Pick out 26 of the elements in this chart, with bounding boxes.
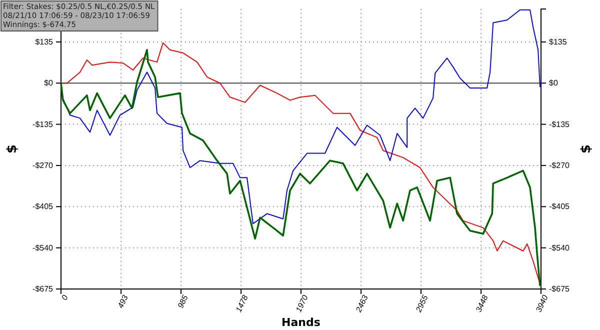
y-tick-label: -$135 xyxy=(32,120,54,129)
x-tick-label: 985 xyxy=(176,293,190,310)
y-tick-label: $0 xyxy=(44,78,54,88)
y2-tick-label: -$675 xyxy=(549,284,570,294)
y2-tick-label: $0 xyxy=(549,78,558,88)
y-tick-label: -$540 xyxy=(32,243,54,252)
y-tick-label: $135 xyxy=(35,38,54,46)
x-tick-label: 2955 xyxy=(414,293,430,315)
y2-tick-label: -$405 xyxy=(549,202,570,212)
y-axis-title: $ xyxy=(5,144,20,154)
y2-tick-label: -$540 xyxy=(549,243,570,252)
y-tick-label: -$405 xyxy=(32,202,54,212)
x-tick-label: 3448 xyxy=(474,293,490,314)
x-tick-label: 0 xyxy=(60,293,70,302)
x-tick-label: 2463 xyxy=(354,293,370,315)
y2-tick-label: -$270 xyxy=(549,161,570,170)
y-tick-label: -$675 xyxy=(32,284,54,294)
x-tick-label: 1970 xyxy=(294,293,310,314)
y2-tick-label: $135 xyxy=(549,38,568,46)
y-tick-label: -$270 xyxy=(32,161,54,170)
x-axis-title: Hands xyxy=(282,316,321,329)
x-tick-label: 3940 xyxy=(534,293,550,314)
y2-tick-label: -$135 xyxy=(549,120,570,129)
x-tick-label: 493 xyxy=(116,293,130,310)
x-tick-label: 1478 xyxy=(234,293,250,314)
y2-axis-title: $ xyxy=(579,144,594,154)
